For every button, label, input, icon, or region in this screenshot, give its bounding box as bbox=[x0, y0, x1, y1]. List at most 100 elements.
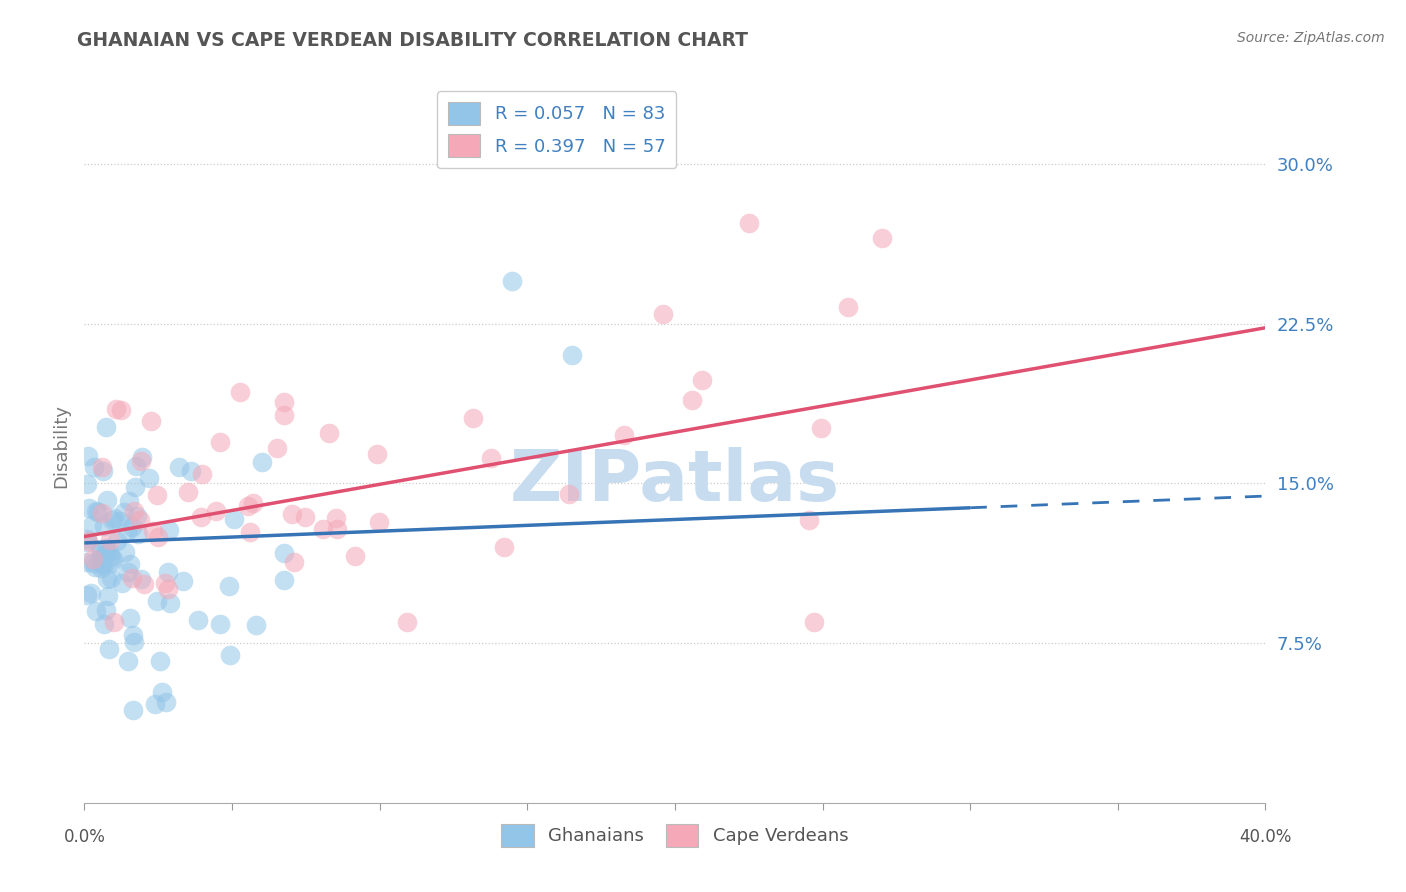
Point bbox=[208, 616, 231, 631]
Point bbox=[273, 546, 295, 560]
Point bbox=[368, 515, 391, 529]
Point bbox=[124, 480, 146, 494]
Point bbox=[103, 511, 125, 525]
Point bbox=[112, 505, 135, 519]
Point bbox=[105, 534, 128, 549]
Point bbox=[94, 541, 117, 555]
Point bbox=[90, 543, 112, 558]
Point bbox=[94, 547, 117, 561]
Point bbox=[84, 559, 107, 574]
Legend: Ghanaians, Cape Verdeans: Ghanaians, Cape Verdeans bbox=[491, 814, 859, 858]
Point bbox=[114, 545, 136, 559]
Point bbox=[118, 494, 141, 508]
Point bbox=[652, 307, 675, 321]
Point bbox=[281, 508, 304, 522]
Point bbox=[121, 520, 143, 534]
Point bbox=[86, 504, 108, 518]
Point bbox=[103, 615, 125, 629]
Point bbox=[326, 522, 349, 536]
Point bbox=[105, 402, 128, 417]
Point bbox=[76, 532, 98, 546]
Point bbox=[122, 635, 145, 649]
Point bbox=[118, 557, 141, 571]
Point bbox=[810, 421, 832, 435]
Point bbox=[122, 703, 145, 717]
Point bbox=[101, 551, 124, 566]
Point bbox=[76, 588, 98, 602]
Point bbox=[252, 455, 274, 469]
Point bbox=[122, 628, 145, 642]
Point bbox=[172, 574, 194, 588]
Point bbox=[129, 513, 152, 527]
Point bbox=[738, 216, 761, 230]
Point bbox=[76, 534, 98, 549]
Point bbox=[117, 654, 139, 668]
Point bbox=[146, 488, 169, 502]
Point bbox=[157, 523, 180, 537]
Point bbox=[79, 501, 101, 516]
Point bbox=[132, 576, 155, 591]
Point bbox=[266, 441, 288, 455]
Point bbox=[218, 648, 240, 662]
Point bbox=[143, 697, 166, 711]
Point bbox=[100, 570, 122, 584]
Point bbox=[366, 447, 388, 461]
Point bbox=[129, 454, 152, 468]
Point bbox=[239, 524, 262, 539]
Point bbox=[837, 300, 859, 314]
Point bbox=[870, 231, 893, 245]
Point bbox=[797, 513, 820, 527]
Point bbox=[138, 471, 160, 485]
Point bbox=[117, 565, 139, 579]
Point bbox=[229, 385, 252, 400]
Point bbox=[142, 524, 165, 538]
Point bbox=[139, 414, 162, 428]
Point bbox=[395, 615, 418, 629]
Point bbox=[82, 552, 104, 566]
Point bbox=[501, 274, 523, 288]
Point bbox=[148, 530, 170, 544]
Point bbox=[157, 582, 180, 596]
Point bbox=[98, 533, 121, 547]
Point bbox=[325, 511, 347, 525]
Point bbox=[209, 434, 232, 449]
Point bbox=[122, 504, 145, 518]
Point bbox=[463, 411, 485, 425]
Point bbox=[97, 641, 120, 656]
Point bbox=[120, 611, 142, 625]
Point bbox=[76, 449, 98, 463]
Point bbox=[93, 464, 115, 478]
Point bbox=[89, 556, 111, 570]
Point bbox=[273, 394, 295, 409]
Point bbox=[108, 514, 131, 528]
Point bbox=[155, 695, 177, 709]
Text: 40.0%: 40.0% bbox=[1239, 828, 1292, 846]
Point bbox=[159, 596, 181, 610]
Point bbox=[318, 426, 340, 441]
Point bbox=[93, 519, 115, 533]
Point bbox=[129, 572, 152, 586]
Point bbox=[91, 460, 114, 475]
Point bbox=[150, 685, 173, 699]
Point bbox=[218, 579, 240, 593]
Point bbox=[115, 524, 138, 539]
Point bbox=[90, 550, 112, 565]
Point bbox=[110, 403, 132, 417]
Point bbox=[82, 518, 104, 533]
Point bbox=[97, 590, 120, 604]
Point bbox=[245, 618, 267, 632]
Point bbox=[100, 513, 122, 527]
Point bbox=[180, 464, 202, 478]
Point bbox=[157, 566, 180, 580]
Point bbox=[96, 492, 118, 507]
Text: GHANAIAN VS CAPE VERDEAN DISABILITY CORRELATION CHART: GHANAIAN VS CAPE VERDEAN DISABILITY CORR… bbox=[77, 31, 748, 50]
Point bbox=[205, 503, 228, 517]
Point bbox=[481, 450, 503, 465]
Point bbox=[76, 476, 98, 491]
Point bbox=[294, 510, 316, 524]
Point bbox=[83, 460, 105, 475]
Point bbox=[153, 576, 176, 591]
Point bbox=[492, 541, 515, 555]
Point bbox=[90, 507, 112, 521]
Point bbox=[187, 613, 209, 627]
